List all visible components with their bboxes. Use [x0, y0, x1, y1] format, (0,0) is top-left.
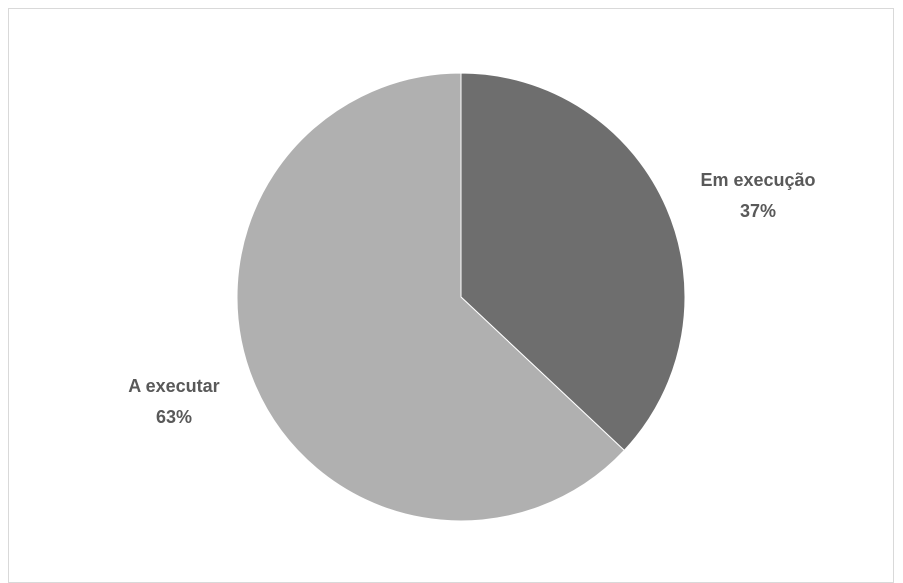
- pie-slice-2: [236, 72, 625, 522]
- slice-percent-label-2: 63%: [156, 407, 192, 427]
- slice-category-label-1: Em execução: [700, 170, 815, 190]
- slice-category-label-2: A executar: [128, 376, 219, 396]
- pie-labels: Em execução 37% A executar 63%: [128, 170, 815, 427]
- pie-slice-1: [460, 72, 686, 452]
- slice-percent-label-1: 37%: [740, 201, 776, 221]
- pie-slices: [236, 72, 686, 522]
